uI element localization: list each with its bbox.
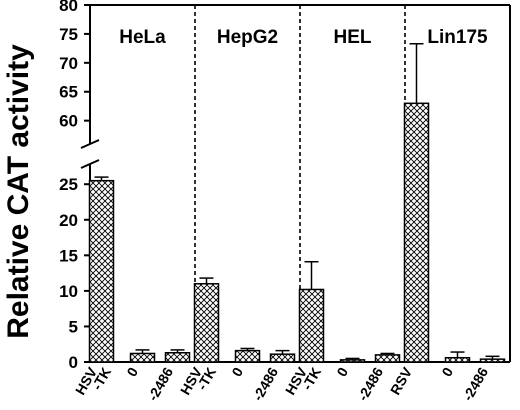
category-label: -2486 [249,364,281,403]
category-label: -2486 [459,364,491,403]
y-tick-label: 15 [59,246,78,265]
panel-title: HepG2 [217,27,278,48]
y-tick-label: 10 [59,282,78,301]
bar [269,353,296,363]
plot-frame-layer [80,4,511,363]
panel-title: HeLa [119,27,166,48]
y-tick-label: 5 [69,317,78,336]
y-tick-label: 65 [59,83,78,102]
bar [88,179,115,363]
bar [403,102,430,363]
bar [234,349,261,363]
category-label: RSV [387,364,416,398]
y-tick-label: 60 [59,112,78,131]
bars-layer [88,42,506,363]
bar [479,358,506,363]
category-label: 0 [123,364,141,379]
bar [193,283,220,363]
panel-title: Lin175 [427,27,488,48]
category-label: -2486 [144,364,176,403]
category-label: 0 [438,364,456,379]
y-tick-label: 20 [59,211,78,230]
y-tick-label: 25 [59,175,78,194]
bar [444,356,471,363]
category-label: 0 [333,364,351,379]
bar [129,352,156,363]
y-axis-label: Relative CAT activity [2,44,35,339]
bar [374,354,401,363]
y-tick-label: 75 [59,25,78,44]
axis-break-mark [80,159,100,169]
y-tick-label: 0 [69,353,78,372]
bar [164,352,191,363]
category-label: -2486 [354,364,386,403]
axis-break-mark [80,139,100,149]
y-tick-label: 70 [59,54,78,73]
panel-title: HEL [334,27,372,48]
y-tick-label: 80 [59,0,78,15]
bar [298,288,325,363]
bar [339,359,366,363]
category-label: 0 [228,364,246,379]
